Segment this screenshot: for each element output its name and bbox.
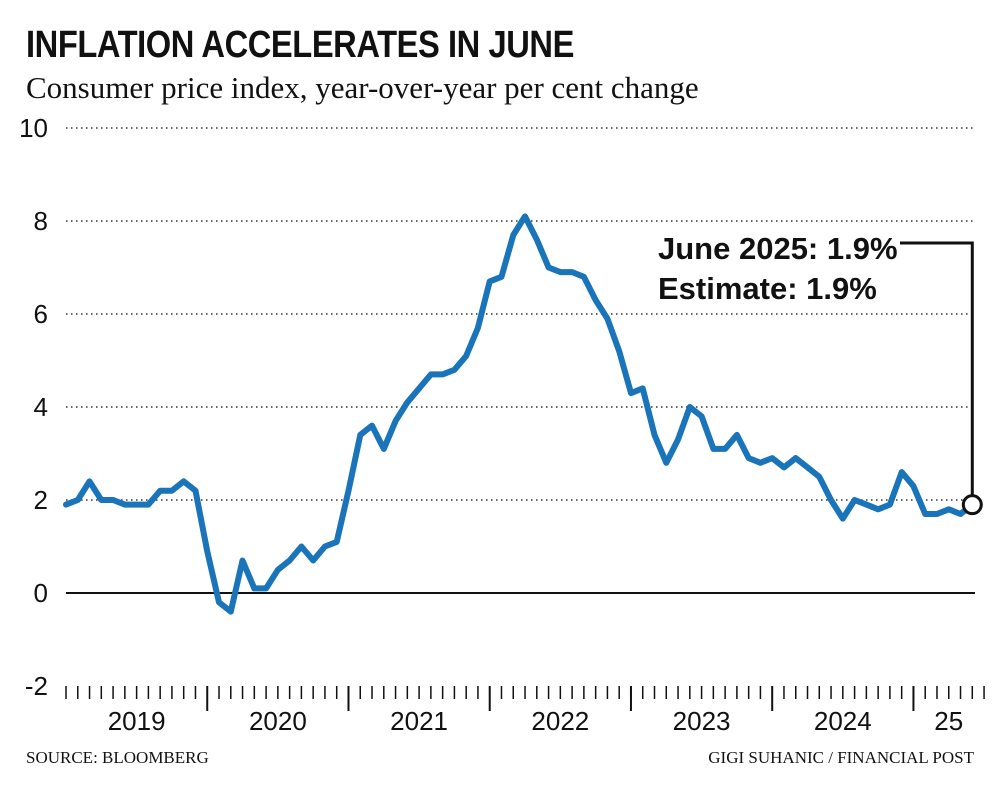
x-tick-label: 2022 [531, 706, 589, 736]
annotation-line-1: June 2025: 1.9% [658, 231, 898, 266]
latest-point-marker [961, 494, 983, 516]
x-tick-label: 2020 [249, 706, 307, 736]
y-axis-labels: 10 8 6 4 2 0 -2 [19, 113, 48, 701]
y-tick-label: 8 [34, 206, 48, 236]
y-tick-label: 0 [34, 578, 48, 608]
y-tick-label: -2 [25, 671, 48, 701]
y-tick-label: 10 [19, 113, 48, 143]
annotation-line-2: Estimate: 1.9% [658, 271, 877, 306]
x-tick-label: 25 [934, 706, 963, 736]
annotation-leader-line [900, 241, 974, 495]
annotation: June 2025: 1.9% Estimate: 1.9% [658, 231, 974, 495]
source-note: SOURCE: BLOOMBERG [26, 748, 209, 767]
x-axis: 2019 2020 2021 2022 2023 2024 25 [65, 686, 985, 736]
y-tick-label: 2 [34, 485, 48, 515]
x-tick-label: 2024 [814, 706, 872, 736]
x-tick-label: 2019 [108, 706, 166, 736]
x-tick-label: 2023 [673, 706, 731, 736]
y-tick-label: 4 [34, 392, 48, 422]
series-layer [63, 213, 983, 615]
credit-note: GIGI SUHANIC / FINANCIAL POST [708, 748, 974, 767]
x-tick-label: 2021 [390, 706, 448, 736]
chart-subtitle: Consumer price index, year-over-year per… [26, 70, 699, 105]
y-tick-label: 6 [34, 299, 48, 329]
cpi-series-line [63, 213, 976, 615]
chart-title: INFLATION ACCELERATES IN JUNE [26, 24, 574, 66]
